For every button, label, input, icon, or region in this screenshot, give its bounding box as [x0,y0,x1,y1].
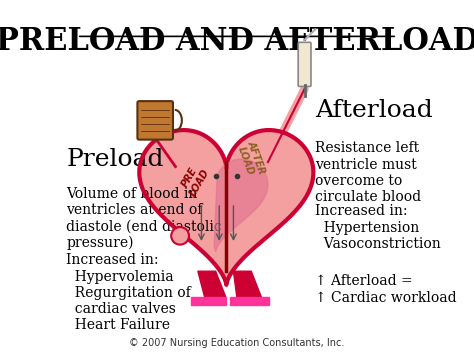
Text: PRE
LOAD: PRE LOAD [178,162,211,198]
Text: ↑ Afterload =
↑ Cardiac workload: ↑ Afterload = ↑ Cardiac workload [315,274,457,305]
Circle shape [171,227,189,245]
Text: Resistance left
ventricle must
overcome to
circulate blood: Resistance left ventricle must overcome … [315,141,421,204]
FancyBboxPatch shape [137,101,173,140]
Polygon shape [198,271,226,299]
Text: AFTER
LOAD: AFTER LOAD [235,139,267,179]
Text: Increased in:
  Hypertension
  Vasoconstriction: Increased in: Hypertension Vasoconstrict… [315,204,441,251]
Polygon shape [230,297,269,305]
FancyBboxPatch shape [298,42,311,86]
Text: Preload: Preload [66,148,164,171]
Polygon shape [191,297,226,305]
Text: PRELOAD AND AFTERLOAD: PRELOAD AND AFTERLOAD [0,26,474,57]
Polygon shape [233,271,262,299]
Text: Increased in:
  Hypervolemia
  Regurgitation of
  cardiac valves
  Heart Failure: Increased in: Hypervolemia Regurgitation… [66,253,191,332]
Text: © 2007 Nursing Education Consultants, Inc.: © 2007 Nursing Education Consultants, In… [129,338,345,348]
Polygon shape [139,130,313,285]
Text: Afterload: Afterload [315,99,433,122]
Polygon shape [214,159,268,252]
Text: Volume of blood in
ventricles at end of
diastole (end diastolic
pressure): Volume of blood in ventricles at end of … [66,187,222,250]
